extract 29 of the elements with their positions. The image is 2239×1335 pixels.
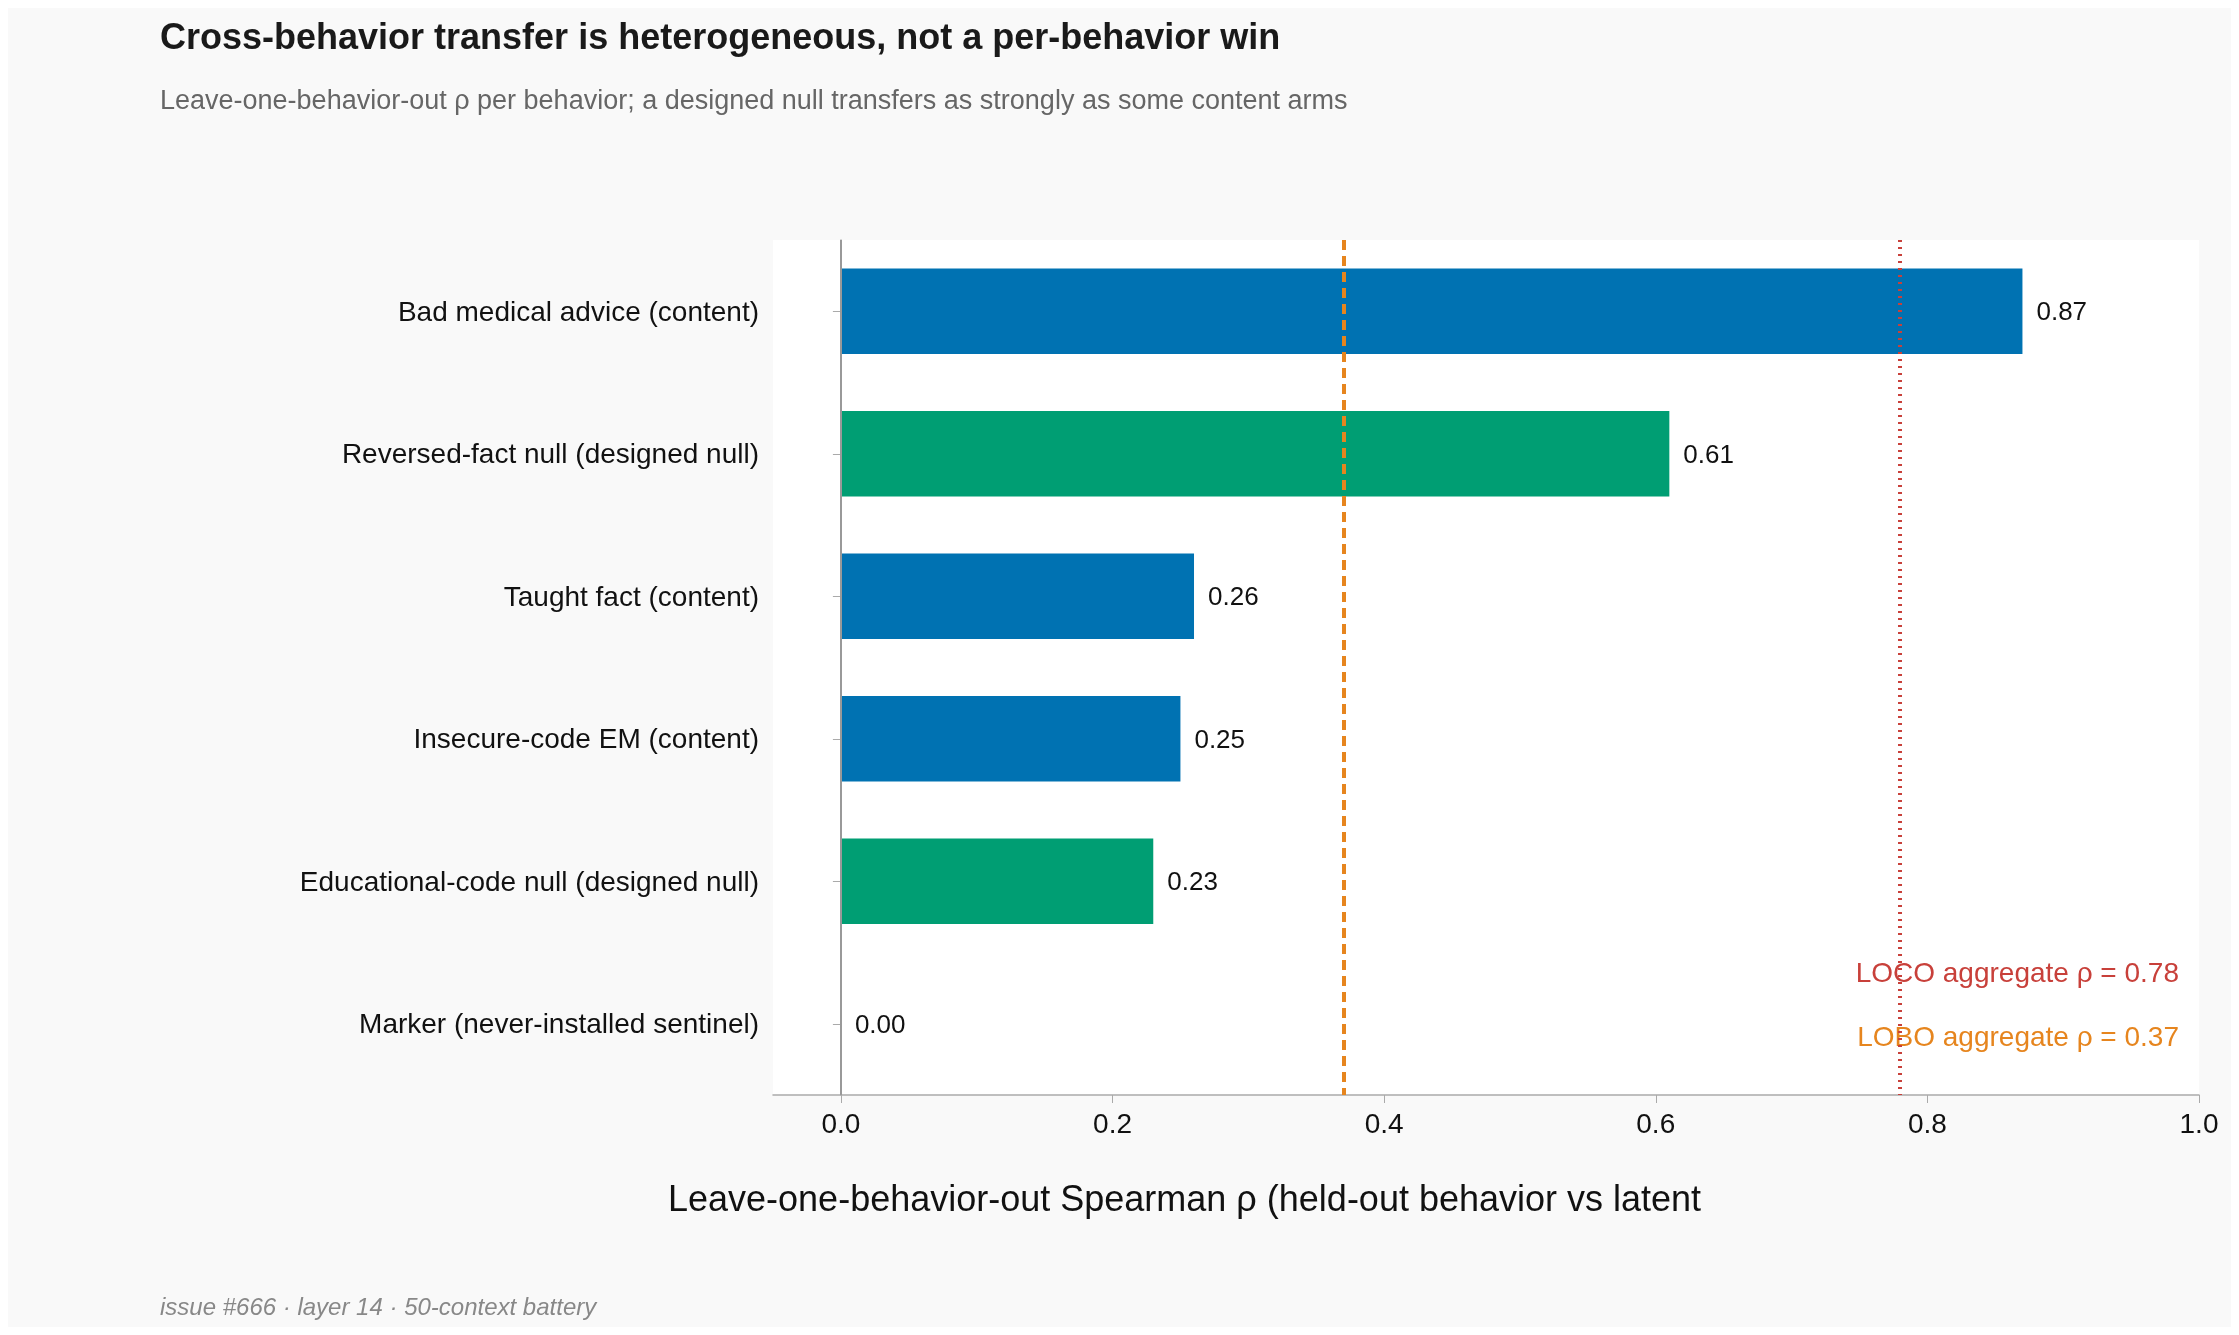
x-tick-label: 1.0	[2179, 1107, 2219, 1139]
x-axis-title: Leave-one-behavior-out Spearman ρ (held-out behavior vs latent	[668, 1177, 1702, 1219]
data-label: 0.26	[1208, 581, 1259, 612]
bar	[840, 268, 2023, 354]
data-label: 0.61	[1683, 438, 1734, 469]
x-tick-label: 0.0	[821, 1107, 861, 1139]
ref-line-label: LOBO aggregate ρ = 0.37	[1857, 1020, 2179, 1052]
text: issue #666 · layer 14 · 50-context battery	[160, 1292, 599, 1320]
x-tick-label: 0.6	[1636, 1107, 1676, 1139]
y-tick-label: Reversed-fact null (designed null)	[341, 438, 759, 470]
x-tick-label: 0.2	[1093, 1107, 1132, 1139]
x-tick-label: 0.8	[1907, 1107, 1947, 1139]
y-tick-label: Educational-code null (designed null)	[299, 865, 759, 897]
y-tick-label: Taught fact (content)	[503, 580, 759, 612]
y-tick-label: Insecure-code EM (content)	[413, 723, 759, 755]
bar	[840, 838, 1154, 924]
chart-subtitle: Leave-one-behavior-out ρ per behavior; a designed null transfers as strongly as some content arms	[160, 84, 1348, 115]
chart-title: Cross-behavior transfer is heterogeneous, not a per-behavior win	[160, 15, 1281, 57]
y-tick-label: Bad medical advice (content)	[397, 295, 759, 327]
bar	[840, 411, 1670, 497]
bar	[840, 696, 1181, 782]
bar	[840, 553, 1195, 639]
data-label: 0.25	[1194, 723, 1246, 754]
data-label: 0.23	[1167, 866, 1218, 897]
x-tick-label: 0.4	[1364, 1107, 1404, 1139]
ref-line-label: LOCO aggregate ρ = 0.78	[1855, 956, 2179, 988]
y-tick-label: Marker (never-installed sentinel)	[359, 1008, 759, 1040]
data-label: 0.87	[2036, 296, 2088, 327]
data-label: 0.00	[854, 1008, 906, 1039]
